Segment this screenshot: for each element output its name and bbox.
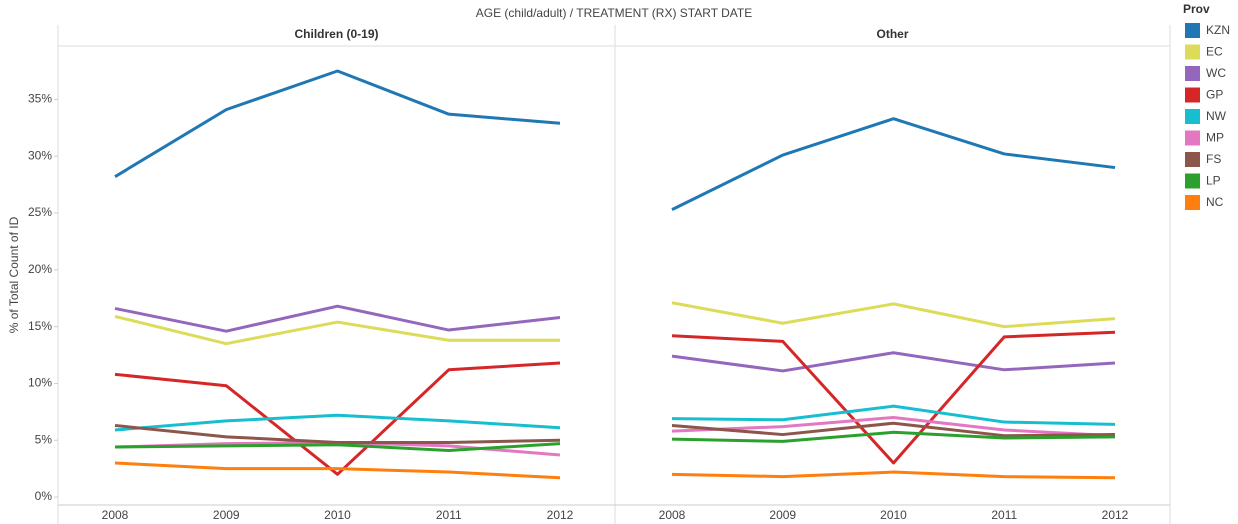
y-tick-label: 15% (28, 319, 52, 333)
x-tick-label: 2009 (769, 508, 796, 522)
series-line (114, 69, 561, 178)
series-line (114, 361, 561, 476)
legend-swatch (1185, 195, 1200, 210)
series-line (114, 442, 561, 452)
legend-swatch (1185, 23, 1200, 38)
x-tick-label: 2010 (324, 508, 351, 522)
series-line (114, 423, 561, 445)
y-tick-label: 10% (28, 376, 52, 390)
y-tick-label: 20% (28, 262, 52, 276)
legend-swatch (1185, 173, 1200, 189)
series-line (671, 117, 1116, 211)
legend-label: MP (1206, 131, 1224, 145)
legend-swatch (1185, 130, 1200, 146)
x-tick-label: 2012 (547, 508, 574, 522)
legend-label: FS (1206, 152, 1221, 166)
panel-title: Children (0-19) (294, 27, 378, 41)
x-tick-label: 2012 (1102, 508, 1129, 522)
series-line (114, 314, 560, 346)
legend-swatch (1185, 87, 1200, 103)
y-tick-label: 35% (28, 92, 52, 106)
series-line (114, 304, 561, 333)
legend-label: GP (1206, 88, 1223, 102)
panel-title: Other (876, 27, 908, 41)
legend-label: KZN (1206, 23, 1230, 37)
legend-label: LP (1206, 174, 1221, 188)
series-line (114, 413, 561, 432)
legend-swatch (1185, 152, 1200, 167)
y-axis-label: % of Total Count of ID (7, 216, 21, 333)
series-line (671, 430, 1116, 443)
series-line (671, 404, 1116, 426)
legend-label: WC (1206, 66, 1226, 80)
series-line (671, 416, 1116, 438)
legend-title: Prov (1183, 2, 1210, 16)
y-tick-label: 5% (35, 432, 53, 446)
x-tick-label: 2011 (991, 508, 1017, 522)
legend-swatch (1185, 66, 1200, 81)
series-line (671, 470, 1116, 480)
series-line (671, 421, 1116, 438)
y-tick-label: 30% (28, 148, 52, 162)
x-tick-label: 2008 (102, 508, 129, 522)
legend-label: NC (1206, 195, 1224, 209)
y-tick-label: 25% (28, 205, 52, 219)
chart-title: AGE (child/adult) / TREATMENT (RX) START… (476, 6, 753, 20)
legend-label: NW (1206, 109, 1227, 123)
series-line (671, 351, 1116, 373)
x-tick-label: 2009 (213, 508, 240, 522)
series-line (671, 330, 1116, 465)
x-tick-label: 2011 (436, 508, 462, 522)
legend-swatch (1185, 44, 1200, 60)
series-line (671, 301, 1116, 329)
legend-swatch (1185, 109, 1200, 124)
x-tick-label: 2010 (880, 508, 907, 522)
y-tick-label: 0% (35, 489, 53, 503)
legend-label: EC (1206, 45, 1223, 59)
series-line (114, 461, 561, 480)
x-tick-label: 2008 (659, 508, 686, 522)
